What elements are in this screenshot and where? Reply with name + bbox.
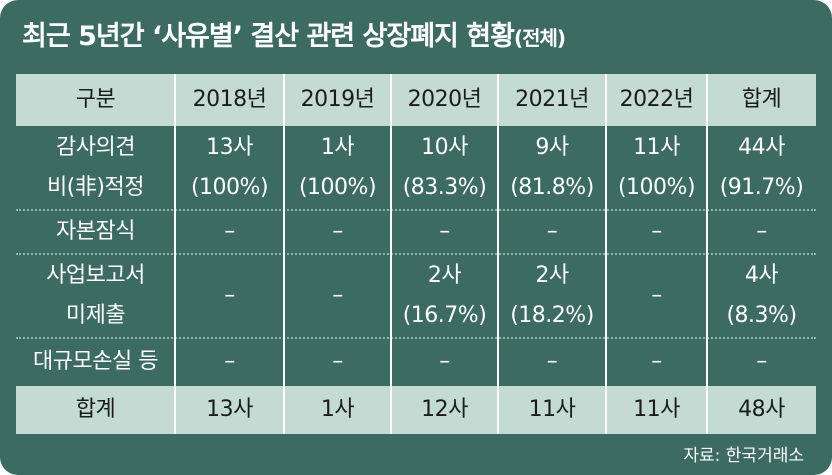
table-total-band: [16, 386, 816, 434]
table-cell: 11사 (100%): [606, 128, 707, 208]
row-label-line: 감사의견: [56, 135, 135, 160]
title-main: 최근 5년간 ‘사유별’ 결산 관련 상장폐지 현황: [22, 21, 515, 52]
table-cell-line: 13사: [206, 135, 253, 160]
table-cell-line: –: [651, 283, 662, 308]
table-cell: –: [606, 212, 707, 252]
table-cell-line: (100%): [617, 175, 696, 200]
table-cell-line: (100%): [190, 175, 269, 200]
total-cell: 11사: [528, 397, 576, 422]
table-cell-line: –: [546, 349, 558, 374]
table-cell: 2사 (16.7%): [391, 256, 498, 336]
table-cell-line: –: [332, 283, 343, 308]
column-divider: [605, 74, 607, 434]
total-cell: 48사: [738, 397, 785, 422]
table-cell-line: 44사: [738, 135, 785, 160]
table-cell-line: –: [224, 283, 235, 308]
table-cell-line: 4사: [744, 263, 779, 288]
table-cell-line: (91.7%): [719, 175, 804, 200]
table-cell: –: [606, 276, 707, 316]
row-label-line: 자본잠식: [56, 219, 135, 244]
row-label: 대규모손실 등: [16, 342, 175, 382]
table-cell-line: –: [546, 219, 558, 244]
table-cell: 1사 (100%): [284, 128, 391, 208]
header-column: 2019년: [300, 87, 375, 112]
table-cell-line: –: [332, 349, 343, 374]
total-cell: 1사: [320, 397, 355, 422]
table-cell: 4사 (8.3%): [707, 256, 816, 336]
row-label-line: 미제출: [65, 303, 126, 328]
source-note: 자료: 한국거래소: [683, 446, 804, 466]
table-cell: 2사 (18.2%): [498, 256, 606, 336]
header-column: 2022년: [619, 87, 694, 112]
table-cell: 13사 (100%): [175, 128, 284, 208]
table-cell: –: [707, 342, 816, 382]
table-cell: –: [175, 342, 284, 382]
table-cell-line: 1사: [320, 135, 355, 160]
table-cell-line: (81.8%): [510, 175, 594, 200]
column-divider: [174, 74, 176, 434]
row-divider: [16, 337, 816, 339]
table-cell-line: (100%): [298, 175, 377, 200]
header-column: 2020년: [407, 87, 482, 112]
table-cell-line: –: [224, 219, 235, 244]
table-cell: –: [498, 212, 606, 252]
total-cell: 13사: [206, 397, 253, 422]
table-cell: –: [175, 276, 284, 316]
row-label-line: 사업보고서: [46, 263, 145, 288]
table-cell: –: [391, 212, 498, 252]
table-cell-line: –: [224, 349, 235, 374]
table-cell-line: –: [756, 219, 767, 244]
title-suffix: (전체): [513, 26, 566, 50]
row-label-line: 대규모손실 등: [33, 349, 158, 374]
header-column: 2021년: [515, 87, 589, 112]
table-cell: –: [391, 342, 498, 382]
total-cell: 12사: [421, 397, 468, 422]
table-cell: 9사 (81.8%): [498, 128, 606, 208]
table-cell-line: –: [332, 219, 343, 244]
row-label-line: 비(非)적정: [47, 175, 144, 200]
table-cell-line: –: [651, 349, 662, 374]
table-cell: –: [284, 276, 391, 316]
table-header-band: [16, 74, 816, 126]
table-cell-line: –: [439, 219, 450, 244]
table-cell: –: [284, 342, 391, 382]
table-cell: –: [707, 212, 816, 252]
table-cell-line: –: [439, 349, 450, 374]
page-title: 최근 5년간 ‘사유별’ 결산 관련 상장폐지 현황(전체): [22, 14, 566, 53]
row-label: 자본잠식: [16, 212, 175, 252]
table-cell-line: 2사: [535, 263, 569, 288]
row-divider: [16, 209, 816, 211]
header-category: 구분: [75, 87, 116, 112]
column-divider: [706, 74, 708, 434]
column-divider: [497, 74, 499, 434]
total-cell: 11사: [633, 397, 680, 422]
column-divider: [283, 74, 285, 434]
header-column: 2018년: [192, 87, 267, 112]
table-cell: –: [498, 342, 606, 382]
table-cell-line: 11사: [633, 135, 680, 160]
table-cell: 44사 (91.7%): [707, 128, 816, 208]
table-cell-line: 10사: [421, 135, 468, 160]
table-cell: –: [606, 342, 707, 382]
table-cell-line: (18.2%): [510, 303, 594, 328]
table-cell-line: (16.7%): [402, 303, 487, 328]
table-cell-line: (83.3%): [402, 175, 487, 200]
table-cell-line: –: [651, 219, 662, 244]
table-cell: –: [284, 212, 391, 252]
table-cell-line: 2사: [427, 263, 462, 288]
column-divider: [390, 74, 392, 434]
table-cell-line: 9사: [535, 135, 569, 160]
table-cell-line: –: [756, 349, 767, 374]
row-divider: [16, 253, 816, 255]
table-cell: –: [175, 212, 284, 252]
total-label: 합계: [75, 397, 116, 422]
table-cell-line: (8.3%): [726, 303, 797, 328]
header-column: 합계: [741, 87, 782, 112]
table-cell: 10사 (83.3%): [391, 128, 498, 208]
